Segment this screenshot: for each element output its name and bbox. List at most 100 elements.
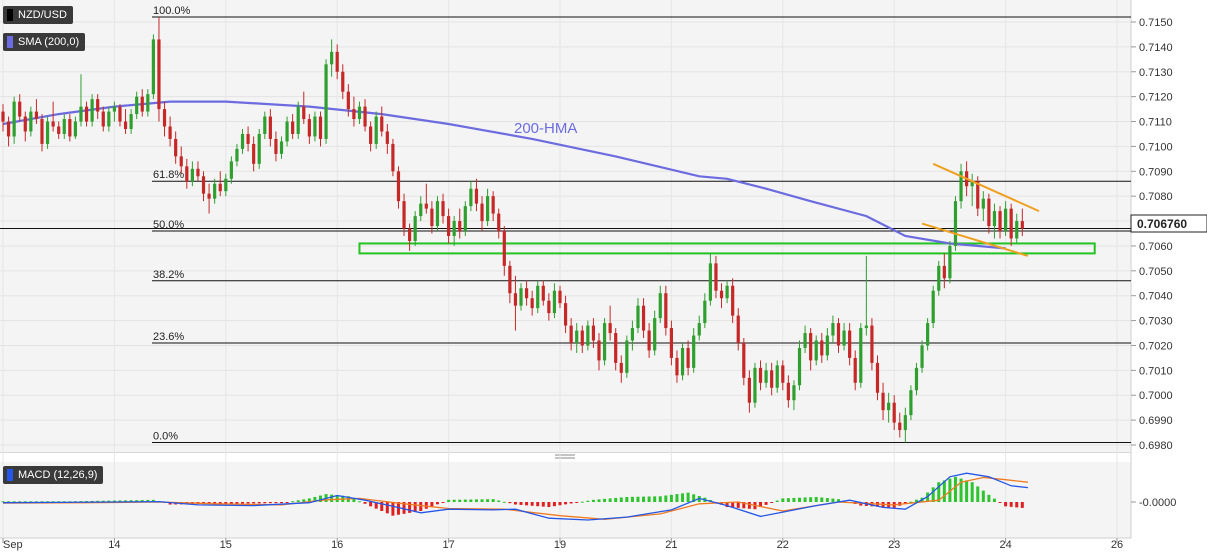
macd-histogram-bar (396, 502, 400, 515)
candle-body (708, 263, 712, 301)
candle-body (803, 333, 807, 348)
candle-body (263, 116, 267, 134)
candle-body (90, 99, 94, 122)
symbol-swatch (7, 9, 13, 21)
candle-body (218, 183, 222, 192)
candle-body (970, 181, 974, 187)
macd-histogram-bar (792, 497, 796, 502)
macd-histogram-bar (998, 502, 1002, 503)
macd-histogram-bar (603, 498, 607, 502)
candle-body (307, 119, 311, 137)
macd-histogram-bar (831, 498, 835, 502)
macd-histogram-bar (569, 502, 573, 504)
candle-body (1020, 221, 1024, 229)
macd-histogram-bar (129, 500, 133, 502)
candle-body (864, 325, 868, 329)
macd-histogram-bar (747, 502, 751, 509)
macd-histogram-bar (369, 502, 373, 507)
macd-histogram-bar (1020, 502, 1024, 508)
macd-histogram-bar (107, 500, 111, 502)
legend-sma[interactable]: SMA (200,0) (3, 33, 86, 51)
macd-histogram-bar (452, 499, 456, 502)
candle-body (246, 133, 250, 144)
sma-swatch (7, 36, 13, 48)
candle-body (62, 119, 66, 134)
candle-body (831, 323, 835, 336)
candle-body (357, 106, 362, 120)
candle-body (274, 138, 278, 154)
candle-body (848, 330, 852, 358)
candle-body (380, 116, 384, 132)
price-label-tag: 0.706760 (1130, 214, 1207, 233)
candle-body (731, 285, 735, 316)
macd-panel-background (0, 462, 1131, 538)
macd-histogram-bar (536, 502, 540, 507)
macd-histogram-bar (357, 501, 361, 503)
macd-histogram-bar (608, 498, 612, 502)
legend-symbol[interactable]: NZD/USD (3, 6, 73, 24)
macd-histogram-bar (241, 502, 245, 504)
macd-histogram-bar (313, 496, 317, 502)
legend-macd[interactable]: MACD (12,26,9) (3, 466, 104, 484)
candle-body (686, 347, 690, 368)
candle-body (953, 201, 958, 246)
candle-body (1009, 208, 1013, 239)
x-tick-label: 17 (442, 539, 454, 551)
macd-histogram-bar (257, 502, 261, 504)
macd-histogram-bar (497, 500, 501, 502)
macd-histogram-bar (447, 499, 451, 502)
macd-histogram-bar (959, 478, 963, 502)
trendlines (921, 162, 1040, 257)
panel-resize-handle[interactable] (555, 454, 575, 459)
macd-histogram-bar (508, 502, 512, 504)
macd-histogram-bar (642, 496, 646, 502)
macd-histogram-bar (731, 502, 735, 508)
candles (1, 17, 1024, 443)
candle-body (162, 109, 167, 127)
candle-body (330, 51, 334, 65)
candle-body (374, 116, 378, 144)
macd-histogram-bar (291, 501, 295, 503)
candle-body (719, 290, 724, 299)
macd-histogram-bar (953, 476, 957, 502)
macd-histogram-bar (937, 482, 941, 502)
macd-histogram-bar (380, 502, 384, 511)
macd-histogram-bar (280, 502, 283, 504)
macd-histogram-bar (246, 502, 250, 504)
macd-histogram-bar (96, 500, 100, 502)
candle-body (881, 392, 885, 411)
macd-histogram-bar (814, 496, 818, 502)
macd-histogram-bar (630, 496, 634, 502)
candle-body (903, 415, 907, 431)
y-tick-label: 0.7080 (1139, 191, 1173, 203)
macd-histogram-bar (302, 499, 306, 502)
macd-line (2, 472, 1028, 521)
candle-body (820, 340, 824, 356)
macd-histogram-bar (140, 500, 144, 502)
candle-body (541, 285, 545, 301)
candle-body (892, 402, 896, 423)
macd-histogram-bar (786, 498, 790, 502)
macd-histogram-bar (1009, 502, 1013, 507)
macd-histogram-bar (981, 490, 985, 502)
candle-body (502, 231, 506, 266)
candle-body (123, 121, 128, 129)
candle-body (57, 126, 61, 134)
candle-body (469, 188, 473, 207)
y-tick-label: 0.7000 (1139, 390, 1173, 402)
candle-body (914, 367, 919, 391)
candle-body (976, 181, 980, 209)
macd-histogram-bar (976, 486, 980, 502)
candle-body (536, 285, 540, 309)
candle-body (692, 335, 696, 368)
candle-body (435, 201, 440, 227)
candle-body (825, 335, 829, 356)
macd-histogram-bar (101, 500, 105, 502)
candle-body (775, 365, 779, 388)
macd-histogram-bar (686, 492, 690, 502)
candle-body (636, 305, 640, 329)
trendline (921, 222, 1029, 257)
fib-label: 100.0% (153, 5, 191, 17)
candle-body (424, 203, 428, 209)
